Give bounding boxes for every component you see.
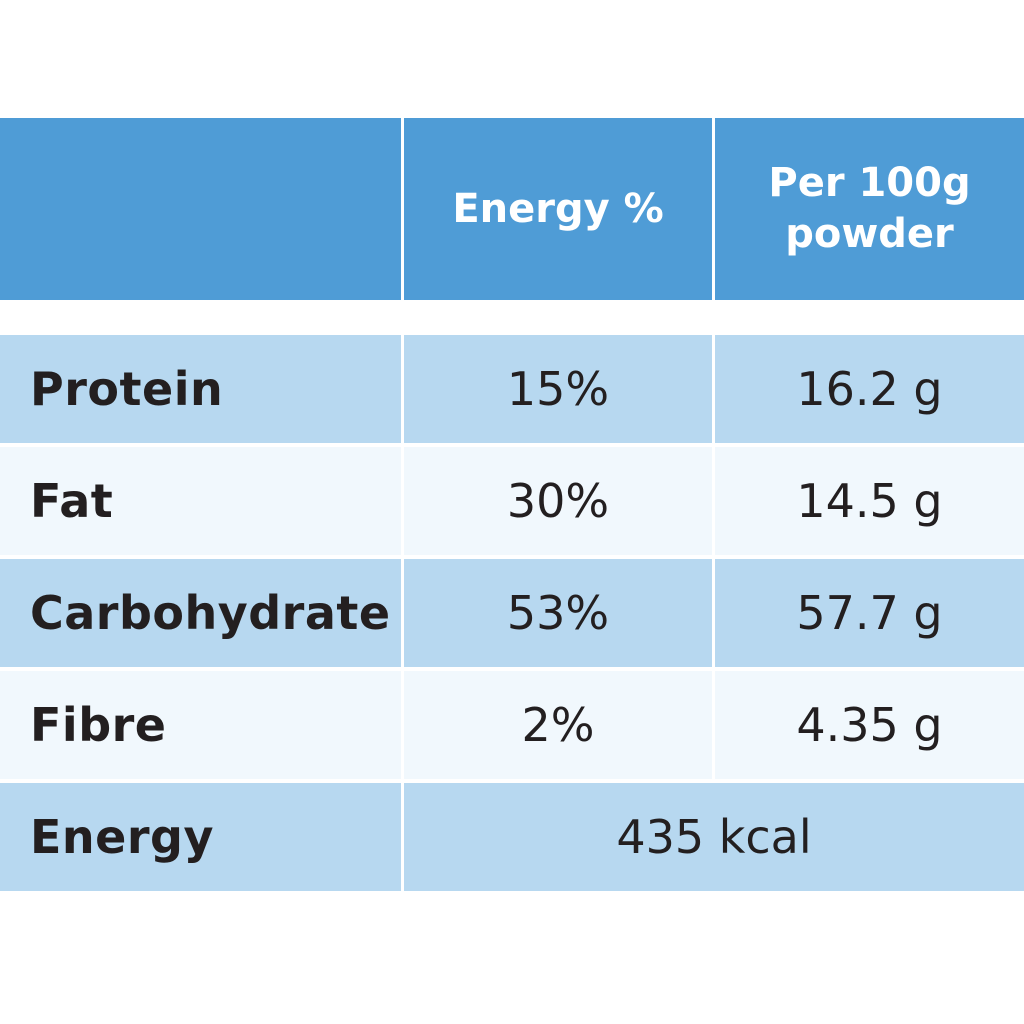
table-row-fat: Fat 30% 14.5 g — [0, 447, 1024, 555]
energy-percent-value: 15% — [404, 335, 712, 443]
row-label: Carbohydrate — [0, 559, 401, 667]
energy-kcal-value: 435 kcal — [404, 783, 1024, 891]
header-per-100g-powder: Per 100g powder — [715, 118, 1024, 300]
row-label: Protein — [0, 335, 401, 443]
table-row-energy: Energy 435 kcal — [0, 783, 1024, 891]
per-100g-value: 57.7 g — [715, 559, 1024, 667]
header-per-100g-text: Per 100g powder — [768, 160, 971, 257]
table-row-protein: Protein 15% 16.2 g — [0, 335, 1024, 443]
energy-percent-value: 30% — [404, 447, 712, 555]
per-100g-value: 14.5 g — [715, 447, 1024, 555]
header-energy-percent: Energy % — [404, 118, 712, 300]
table-row-fibre: Fibre 2% 4.35 g — [0, 671, 1024, 779]
energy-percent-value: 53% — [404, 559, 712, 667]
nutrition-table: Energy % Per 100g powder Protein 15% 16.… — [0, 118, 1024, 891]
energy-percent-value: 2% — [404, 671, 712, 779]
table-row-carbohydrate: Carbohydrate 53% 57.7 g — [0, 559, 1024, 667]
header-empty-cell — [0, 118, 401, 300]
row-label: Fat — [0, 447, 401, 555]
per-100g-value: 16.2 g — [715, 335, 1024, 443]
row-label: Fibre — [0, 671, 401, 779]
table-header-row: Energy % Per 100g powder — [0, 118, 1024, 300]
row-label: Energy — [0, 783, 401, 891]
per-100g-value: 4.35 g — [715, 671, 1024, 779]
